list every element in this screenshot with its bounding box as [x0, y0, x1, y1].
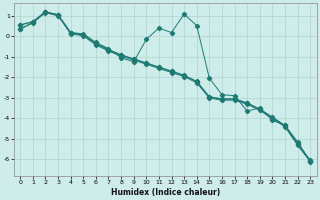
- X-axis label: Humidex (Indice chaleur): Humidex (Indice chaleur): [111, 188, 220, 197]
